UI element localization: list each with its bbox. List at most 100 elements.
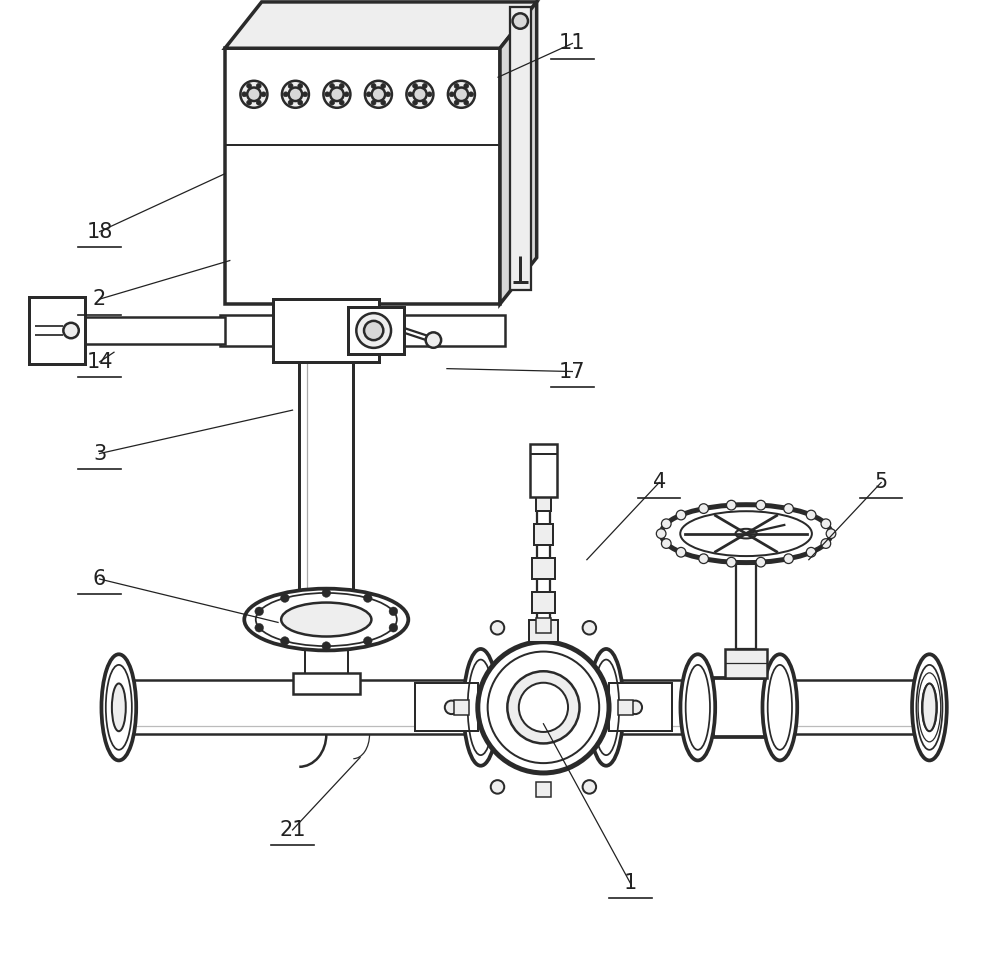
- Circle shape: [325, 92, 330, 96]
- Circle shape: [283, 92, 288, 96]
- Circle shape: [288, 84, 293, 89]
- Bar: [305, 650, 348, 680]
- Circle shape: [280, 593, 289, 602]
- Bar: [293, 673, 360, 694]
- Text: 21: 21: [279, 820, 306, 840]
- Polygon shape: [225, 2, 537, 48]
- Circle shape: [676, 510, 686, 520]
- Circle shape: [491, 780, 504, 793]
- Circle shape: [406, 81, 433, 108]
- Circle shape: [330, 88, 344, 101]
- Circle shape: [381, 100, 386, 105]
- Text: 5: 5: [875, 473, 888, 492]
- Bar: [415, 683, 478, 731]
- Circle shape: [330, 84, 335, 89]
- Circle shape: [756, 558, 766, 567]
- Circle shape: [371, 84, 376, 89]
- Circle shape: [371, 100, 376, 105]
- Circle shape: [821, 519, 831, 529]
- Circle shape: [445, 701, 458, 714]
- Circle shape: [727, 558, 736, 567]
- Circle shape: [298, 84, 303, 89]
- Bar: [536, 618, 551, 633]
- Text: 4: 4: [653, 473, 666, 492]
- Circle shape: [363, 593, 372, 602]
- Bar: [534, 524, 553, 545]
- Ellipse shape: [478, 642, 609, 773]
- Circle shape: [821, 538, 831, 548]
- Circle shape: [366, 92, 371, 96]
- Circle shape: [583, 621, 596, 635]
- Bar: [618, 700, 633, 715]
- Ellipse shape: [589, 648, 624, 766]
- Ellipse shape: [762, 654, 797, 760]
- Circle shape: [339, 100, 344, 105]
- Ellipse shape: [463, 648, 498, 766]
- Ellipse shape: [912, 654, 947, 760]
- Text: 2: 2: [93, 290, 106, 309]
- Bar: [725, 648, 767, 677]
- Circle shape: [256, 84, 261, 89]
- Ellipse shape: [281, 602, 371, 637]
- Bar: [532, 558, 555, 579]
- Circle shape: [255, 623, 264, 632]
- Bar: [225, 48, 500, 304]
- Circle shape: [629, 701, 642, 714]
- Bar: [109, 680, 939, 734]
- Circle shape: [303, 92, 307, 96]
- Circle shape: [408, 92, 413, 96]
- Circle shape: [413, 100, 417, 105]
- Bar: [609, 683, 672, 731]
- Circle shape: [344, 92, 349, 96]
- Circle shape: [491, 621, 504, 635]
- Circle shape: [372, 88, 385, 101]
- Bar: [29, 296, 85, 364]
- Bar: [273, 299, 379, 362]
- Circle shape: [454, 84, 459, 89]
- Bar: [348, 307, 404, 354]
- Circle shape: [282, 81, 309, 108]
- Circle shape: [247, 84, 252, 89]
- Bar: [530, 444, 557, 497]
- Bar: [454, 700, 469, 715]
- Circle shape: [413, 88, 427, 101]
- Circle shape: [454, 100, 459, 105]
- Ellipse shape: [680, 654, 715, 760]
- Circle shape: [242, 92, 247, 96]
- Bar: [736, 538, 756, 648]
- Circle shape: [280, 637, 289, 646]
- Circle shape: [298, 100, 303, 105]
- Circle shape: [727, 500, 736, 510]
- Circle shape: [661, 538, 671, 548]
- Circle shape: [381, 84, 386, 89]
- Circle shape: [339, 84, 344, 89]
- Circle shape: [661, 519, 671, 529]
- Text: 17: 17: [559, 362, 586, 381]
- Bar: [713, 677, 779, 737]
- Circle shape: [255, 607, 264, 616]
- Circle shape: [261, 92, 266, 96]
- Ellipse shape: [244, 589, 408, 650]
- Circle shape: [240, 81, 267, 108]
- Circle shape: [699, 504, 708, 513]
- Circle shape: [464, 100, 469, 105]
- Circle shape: [784, 504, 793, 513]
- Circle shape: [323, 81, 350, 108]
- Text: 11: 11: [559, 34, 586, 53]
- Text: 14: 14: [86, 352, 113, 372]
- Ellipse shape: [922, 683, 936, 731]
- Circle shape: [413, 84, 417, 89]
- Circle shape: [469, 92, 473, 96]
- Ellipse shape: [112, 683, 126, 731]
- Circle shape: [364, 320, 383, 340]
- Circle shape: [464, 84, 469, 89]
- Bar: [532, 592, 555, 613]
- Circle shape: [288, 100, 293, 105]
- Circle shape: [422, 84, 427, 89]
- Ellipse shape: [101, 654, 136, 760]
- Circle shape: [356, 313, 391, 347]
- Ellipse shape: [507, 672, 580, 743]
- Circle shape: [389, 623, 398, 632]
- Text: 18: 18: [86, 222, 113, 241]
- Text: 6: 6: [93, 569, 106, 589]
